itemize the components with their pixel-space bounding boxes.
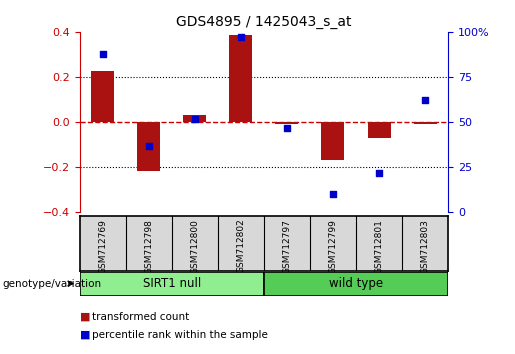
Point [237, 34, 245, 40]
Bar [183, 115, 207, 122]
Text: GSM712797: GSM712797 [282, 219, 291, 274]
Point [375, 170, 383, 176]
Text: GSM712799: GSM712799 [329, 219, 337, 274]
Bar [414, 122, 437, 124]
Bar [91, 72, 114, 122]
Point [283, 125, 291, 130]
Text: GSM712803: GSM712803 [421, 219, 430, 274]
Bar [264, 272, 448, 296]
Text: genotype/variation: genotype/variation [3, 279, 101, 289]
Point [421, 98, 429, 103]
Text: percentile rank within the sample: percentile rank within the sample [92, 330, 268, 339]
Text: ■: ■ [80, 312, 90, 322]
Text: GSM712801: GSM712801 [374, 219, 384, 274]
Point [329, 192, 337, 197]
Text: GSM712798: GSM712798 [144, 219, 153, 274]
Point [99, 51, 107, 56]
Point [191, 116, 199, 121]
Text: GSM712802: GSM712802 [236, 219, 246, 273]
Text: wild type: wild type [329, 277, 383, 290]
Text: transformed count: transformed count [92, 312, 189, 322]
Title: GDS4895 / 1425043_s_at: GDS4895 / 1425043_s_at [176, 16, 352, 29]
Bar [229, 35, 252, 122]
Bar [321, 122, 345, 160]
Text: GSM712769: GSM712769 [98, 219, 107, 274]
Text: SIRT1 null: SIRT1 null [143, 277, 201, 290]
Point [145, 143, 153, 148]
Text: ■: ■ [80, 330, 90, 339]
Text: GSM712800: GSM712800 [191, 219, 199, 274]
Bar [138, 122, 160, 171]
Bar [80, 272, 264, 296]
Bar [276, 122, 299, 124]
Bar [368, 122, 390, 138]
